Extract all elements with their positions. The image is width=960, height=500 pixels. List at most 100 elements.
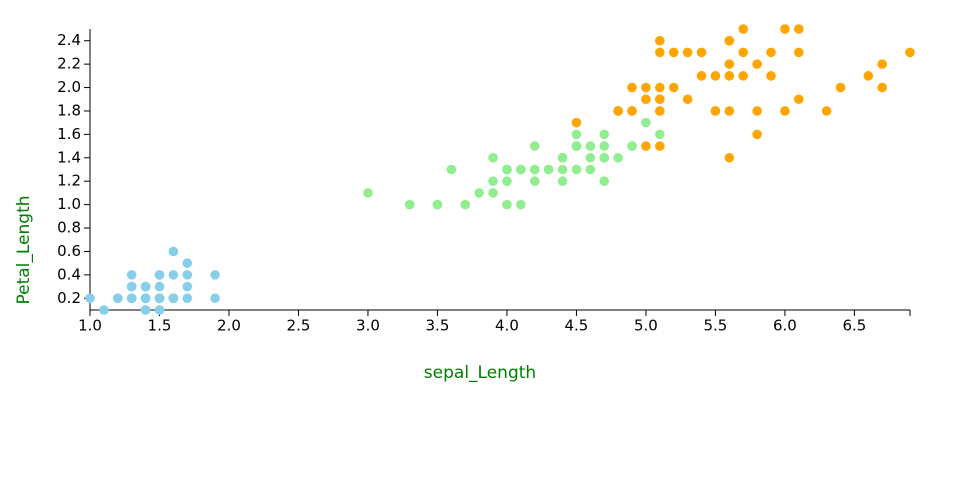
point	[502, 164, 512, 175]
x-tick-label: 3.5	[426, 317, 450, 335]
point	[154, 305, 165, 315]
point	[488, 176, 498, 187]
point	[140, 281, 151, 292]
y-tick-label: 0.2	[57, 289, 81, 307]
y-tick-label: 2.2	[57, 55, 81, 73]
point	[543, 164, 554, 175]
x-tick-label: 2.0	[217, 317, 241, 335]
point	[905, 47, 915, 58]
point	[516, 164, 526, 175]
point	[655, 35, 665, 46]
x-axis-title: sepal_Length	[424, 363, 536, 383]
y-tick-label: 1.6	[57, 125, 81, 143]
point	[557, 164, 568, 175]
point	[126, 293, 137, 304]
point	[655, 141, 665, 151]
point	[460, 199, 471, 210]
point	[668, 82, 679, 93]
point	[529, 141, 540, 151]
point	[112, 293, 123, 304]
x-tick-label: 5.0	[634, 317, 658, 335]
x-tick-label: 6.0	[773, 317, 797, 335]
point	[529, 176, 540, 187]
point	[655, 94, 665, 105]
point	[154, 281, 165, 292]
y-axis-title: Petal_Length	[14, 195, 34, 304]
point	[752, 59, 762, 69]
point	[613, 152, 623, 163]
point	[682, 94, 693, 105]
point	[168, 293, 179, 304]
point	[210, 293, 220, 304]
point	[696, 71, 707, 81]
point	[863, 71, 874, 81]
point	[655, 106, 665, 116]
y-tick-label: 1.4	[57, 148, 81, 166]
point	[502, 176, 512, 187]
point	[877, 59, 888, 69]
point	[752, 129, 762, 140]
point	[599, 141, 610, 151]
y-tick-label: 1.2	[57, 172, 81, 190]
x-tick-label: 5.5	[703, 317, 727, 335]
point	[557, 176, 568, 187]
point	[780, 106, 790, 116]
point	[794, 47, 804, 58]
point	[210, 270, 220, 280]
point	[126, 270, 137, 280]
point	[571, 164, 582, 175]
point	[724, 59, 735, 69]
y-tick-label: 1.8	[57, 101, 81, 119]
point	[474, 188, 484, 198]
point	[168, 246, 179, 257]
point	[585, 141, 596, 151]
y-tick-label: 2.4	[57, 31, 81, 49]
point	[835, 82, 846, 93]
point	[432, 199, 443, 210]
x-tick-label: 6.5	[842, 317, 866, 335]
point	[571, 129, 582, 140]
point	[599, 129, 610, 140]
point	[794, 24, 804, 34]
point	[682, 47, 693, 58]
point	[655, 47, 665, 58]
point	[766, 71, 776, 81]
point	[571, 141, 582, 151]
point	[738, 24, 749, 34]
point	[488, 188, 498, 198]
point	[599, 176, 610, 187]
point	[724, 35, 735, 46]
point	[766, 47, 776, 58]
point	[182, 270, 193, 280]
point	[655, 82, 665, 93]
point	[641, 94, 651, 105]
point	[821, 106, 832, 116]
point	[126, 281, 137, 292]
point	[182, 293, 193, 304]
point	[85, 293, 95, 304]
point	[140, 293, 151, 304]
point	[627, 82, 637, 93]
point	[585, 164, 596, 175]
x-tick-label: 4.0	[495, 317, 519, 335]
y-tick-label: 0.4	[57, 265, 81, 283]
y-tick-label: 1.0	[57, 195, 81, 213]
point	[780, 24, 790, 34]
point	[794, 94, 804, 105]
point	[877, 82, 888, 93]
point	[641, 141, 651, 151]
point	[627, 141, 637, 151]
point	[599, 152, 610, 163]
x-tick-label: 2.5	[287, 317, 311, 335]
point	[696, 47, 707, 58]
point	[488, 152, 498, 163]
point	[668, 47, 679, 58]
point	[502, 199, 512, 210]
point	[724, 152, 735, 163]
point	[182, 281, 193, 292]
point	[140, 305, 151, 315]
point	[404, 199, 415, 210]
point	[363, 188, 373, 198]
point	[99, 305, 109, 315]
